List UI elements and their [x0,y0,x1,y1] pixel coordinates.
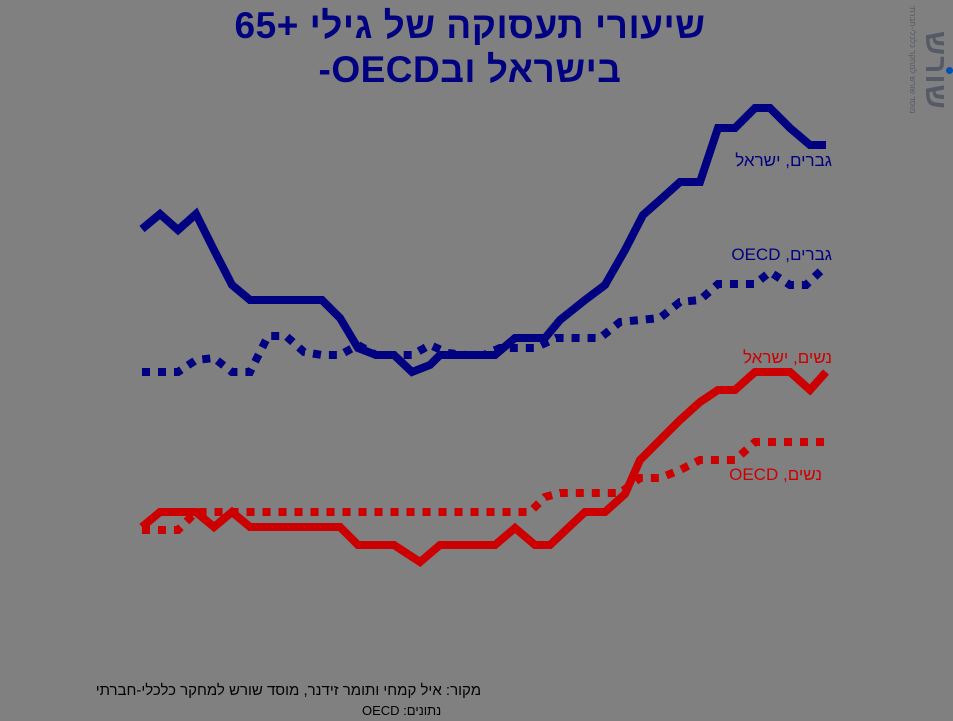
logo-tagline: מוסד שורש למחקר כלכלי-חברתי [908,6,917,114]
series-men-oecd [142,263,829,376]
series-women-oecd [142,438,826,534]
chart-title-line-2: בישראל ובOECD- [318,49,622,90]
series-women-israel [139,368,829,567]
series-men-israel [139,104,826,377]
label-women-oecd: נשים, OECD [729,465,822,484]
chart-title-line-1: שיעורי תעסוקה של גילי +65 [234,5,706,46]
chart-title: שיעורי תעסוקה של גילי +65 בישראל ובOECD- [180,4,760,92]
logo-dot-icon [946,67,953,74]
label-women-israel: נשים, ישראל [743,348,832,367]
label-men-oecd: גברים, OECD [731,245,832,264]
source-note: מקור: איל קמחי ותומר זידנר, מוסד שורש למ… [95,682,481,699]
data-note: נתונים: OECD [362,703,442,718]
label-men-israel: גברים, ישראל [735,151,832,170]
